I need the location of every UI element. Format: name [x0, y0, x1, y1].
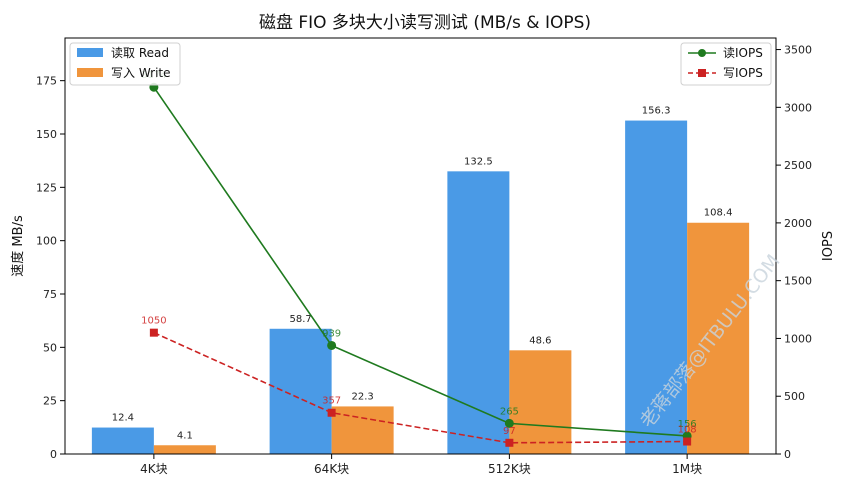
right-y-axis-label: IOPS: [821, 231, 836, 261]
legend-write-label: 写入 Write: [111, 66, 171, 80]
marker-write-iops-3: [683, 437, 692, 446]
marker-read-iops-2: [504, 418, 514, 428]
left-y-axis-label: 速度 MB/s: [10, 215, 26, 277]
marker-write-iops-0: [149, 328, 158, 337]
legend-speed: 读取 Read 写入 Write: [69, 42, 181, 86]
x-tick-label-2: 512K块: [488, 462, 531, 476]
left-tick-label-2: 50: [43, 341, 57, 354]
left-tick-label-7: 175: [36, 75, 57, 88]
marker-write-iops-2: [505, 438, 514, 447]
left-tick-label-4: 100: [36, 235, 57, 248]
line-label-write-iops-2: 97: [503, 426, 516, 437]
x-tick-label-3: 1M块: [672, 462, 702, 476]
bar-write-3: [687, 222, 750, 454]
bar-write-2: [509, 350, 572, 454]
bar-write-1: [331, 406, 394, 454]
legend-write-iops-marker: [698, 69, 706, 77]
bar-label-read-2: 132.5: [464, 156, 493, 167]
right-tick-label-3: 1500: [784, 275, 812, 288]
legend-read-iops-label: 读IOPS: [723, 46, 763, 60]
bar-read-3: [625, 120, 688, 454]
bar-read-0: [91, 427, 154, 454]
plot-frame: [64, 37, 777, 455]
right-tick-label-6: 3000: [784, 101, 812, 114]
right-tick-label-1: 500: [784, 390, 805, 403]
legend-read-swatch: [77, 48, 103, 57]
right-tick-label-0: 0: [784, 448, 791, 461]
line-label-read-iops-2: 265: [500, 406, 519, 417]
left-tick-label-6: 150: [36, 128, 57, 141]
line-write-iops: [153, 331, 688, 444]
x-tick-label-0: 4K块: [140, 462, 168, 476]
bar-label-read-0: 12.4: [112, 413, 134, 424]
left-tick-label-3: 75: [43, 288, 57, 301]
bar-label-write-1: 22.3: [351, 391, 373, 402]
line-label-read-iops-3: 156: [678, 419, 697, 430]
bar-label-read-1: 58.7: [289, 314, 311, 325]
bar-label-write-2: 48.6: [529, 335, 551, 346]
right-tick-label-7: 3500: [784, 44, 812, 57]
left-tick-label-1: 25: [43, 395, 57, 408]
bar-label-read-3: 156.3: [642, 106, 671, 117]
marker-write-iops-1: [327, 408, 336, 417]
legend-iops: 读IOPS 写IOPS: [680, 42, 772, 86]
legend-read-label: 读取 Read: [111, 46, 169, 60]
bar-label-write-0: 4.1: [177, 430, 193, 441]
right-tick-label-5: 2500: [784, 159, 812, 172]
chart-title: 磁盘 FIO 多块大小读写测试 (MB/s & IOPS): [259, 13, 591, 33]
bar-label-write-3: 108.4: [704, 208, 733, 219]
bar-group: [91, 120, 750, 455]
legend-write-iops-label: 写IOPS: [723, 66, 763, 80]
bar-value-labels: 12.4 58.7 132.5 156.3 4.1 22.3 48.6 108.4: [112, 106, 733, 442]
right-y-axis: 0 500 1000 1500 2000 2500 3000 3500: [776, 44, 812, 461]
bar-read-1: [269, 328, 332, 454]
right-tick-label-2: 1000: [784, 332, 812, 345]
marker-read-iops-1: [327, 340, 337, 350]
iops-value-labels: 3174939265156105035797108: [141, 70, 697, 437]
left-tick-label-5: 125: [36, 181, 57, 194]
x-axis: 4K块 64K块 512K块 1M块: [140, 454, 702, 476]
line-label-write-iops-1: 357: [322, 396, 341, 407]
x-tick-label-1: 64K块: [314, 462, 349, 476]
line-label-write-iops-0: 1050: [141, 316, 166, 327]
bar-read-2: [447, 171, 510, 455]
line-read-iops: [153, 86, 688, 437]
left-tick-label-0: 0: [50, 448, 57, 461]
line-label-write-iops-3: 108: [678, 425, 697, 436]
right-tick-label-4: 2000: [784, 217, 812, 230]
legend-write-swatch: [77, 68, 103, 77]
legend-read-iops-marker: [698, 49, 706, 57]
line-label-read-iops-1: 939: [322, 328, 341, 339]
bar-write-0: [153, 445, 216, 454]
iops-lines: [149, 82, 692, 447]
left-y-axis: 0 25 50 75 100 125 150 175: [36, 75, 65, 461]
